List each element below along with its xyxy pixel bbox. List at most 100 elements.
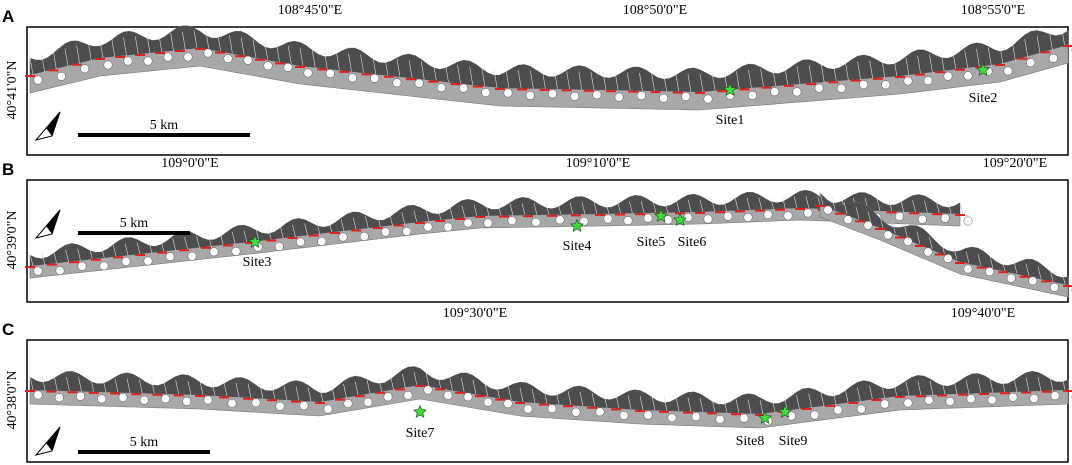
map-panel: B 109°0'0"E 109°10'0"E 109°20'0"E 40°39'0"N 5… <box>2 156 1072 303</box>
survey-point <box>483 397 493 407</box>
survey-point <box>579 216 589 226</box>
survey-point <box>940 213 950 223</box>
ridge-texture <box>965 379 970 394</box>
site-marker <box>777 404 793 419</box>
ridge-texture <box>905 57 910 76</box>
survey-point <box>792 87 802 97</box>
ridge-texture <box>711 199 716 212</box>
survey-point <box>251 398 261 408</box>
ridge-texture <box>187 380 192 395</box>
ridge-texture <box>1061 271 1066 284</box>
ridge-texture <box>1012 42 1016 61</box>
ridge-texture <box>126 378 131 393</box>
survey-point <box>595 407 605 417</box>
longitude-label: 109°20'0"E <box>983 156 1047 171</box>
ridge-texture <box>652 200 657 214</box>
ridge-texture <box>223 382 228 397</box>
ridge-texture <box>555 390 560 405</box>
survey-point <box>263 61 273 71</box>
survey-point <box>299 401 309 411</box>
survey-point <box>370 73 380 83</box>
latitude-label: 40°38'0"N <box>5 371 20 430</box>
survey-point <box>33 390 43 400</box>
survey-point <box>883 230 893 240</box>
survey-point <box>56 71 66 81</box>
survey-point <box>403 390 413 400</box>
survey-point <box>463 218 473 228</box>
survey-point <box>1028 276 1038 286</box>
north-arrow-half <box>46 210 60 234</box>
ridge-texture <box>408 59 413 79</box>
ridge-texture <box>276 43 280 62</box>
ridge-texture <box>348 53 352 72</box>
survey-point <box>139 395 149 405</box>
ridge-texture <box>590 71 595 90</box>
mountain-shade <box>30 366 1068 414</box>
ridge-texture <box>41 54 45 73</box>
ridge-texture <box>211 381 216 396</box>
site-marker <box>975 62 991 77</box>
ridge-texture <box>1049 269 1054 282</box>
ridge-texture <box>735 198 739 211</box>
longitude-label: 109°40'0"E <box>951 306 1015 321</box>
survey-point <box>76 391 85 401</box>
scale-label: 5 km <box>130 435 159 450</box>
ridge-texture <box>304 223 308 236</box>
ridge-texture <box>485 203 490 216</box>
ridge-texture <box>808 393 812 408</box>
ridge-texture <box>437 373 441 389</box>
survey-point <box>783 211 793 221</box>
ridge-texture <box>844 388 849 404</box>
ridge-texture <box>640 201 645 214</box>
survey-point <box>619 410 629 420</box>
ridge-texture <box>148 240 153 254</box>
survey-point <box>77 261 87 271</box>
ridge-texture <box>545 202 550 215</box>
site-marker <box>757 410 773 425</box>
ridge-texture <box>240 37 245 56</box>
survey-point <box>323 404 333 414</box>
ridge-texture <box>78 377 82 392</box>
survey-point <box>525 90 535 100</box>
survey-point <box>383 392 393 402</box>
ridge-texture <box>343 383 347 399</box>
ridge-texture <box>1061 376 1066 391</box>
survey-point <box>703 94 713 104</box>
ridge-texture <box>869 60 873 79</box>
survey-point <box>943 71 953 81</box>
survey-point <box>703 214 713 224</box>
ridge-texture <box>41 376 46 391</box>
ridge-texture <box>912 200 916 213</box>
survey-point <box>1008 392 1018 402</box>
survey-point <box>338 232 348 242</box>
ridge-texture <box>252 39 257 58</box>
ridge-texture <box>676 200 680 213</box>
ridge-texture <box>747 399 752 414</box>
ridge-texture <box>699 199 704 213</box>
survey-point <box>1003 66 1013 76</box>
ridge-texture <box>819 192 824 206</box>
survey-point <box>833 405 843 415</box>
ridge-texture <box>413 210 418 223</box>
ridge-texture <box>952 51 957 70</box>
scale-label: 5 km <box>120 216 149 231</box>
ridge-texture <box>460 377 465 393</box>
ridge-texture <box>449 206 454 220</box>
survey-point <box>33 266 43 276</box>
ridge-texture <box>457 65 461 84</box>
ridge-texture <box>1061 28 1066 47</box>
ridge-texture <box>264 41 269 60</box>
ridge-texture <box>567 391 572 406</box>
ridge-texture <box>759 399 764 415</box>
survey-point <box>392 78 402 88</box>
ridge-texture <box>900 199 905 212</box>
ridge-texture <box>1024 39 1029 58</box>
ridge-texture <box>687 73 692 92</box>
ridge-texture <box>1001 258 1006 272</box>
ridge-texture <box>845 62 849 81</box>
ridge-texture <box>579 391 584 407</box>
survey-point <box>414 78 424 88</box>
ridge-texture <box>639 395 644 411</box>
ridge-texture <box>876 198 881 211</box>
